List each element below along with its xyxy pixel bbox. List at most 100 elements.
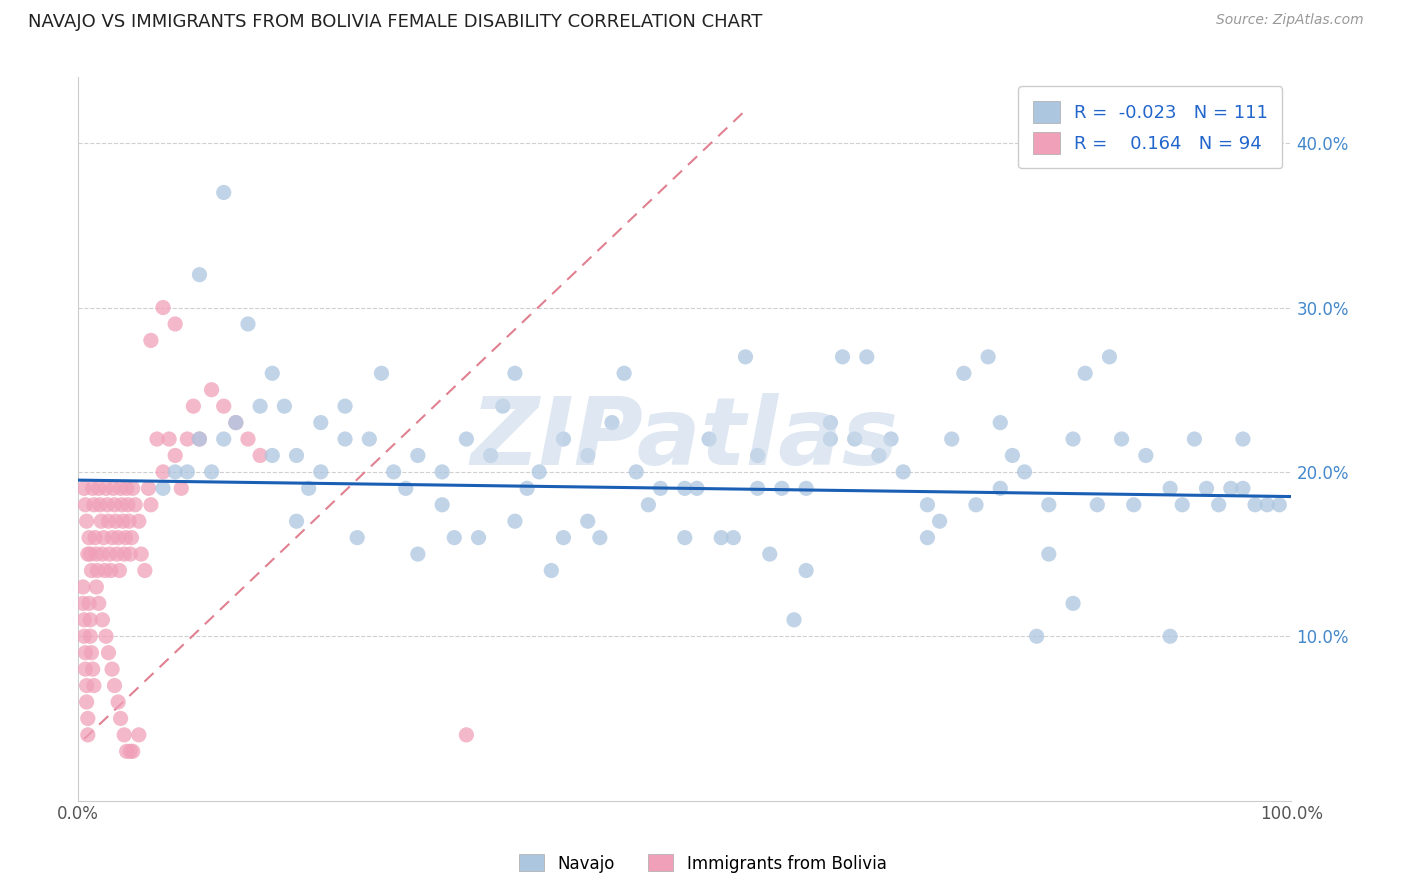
Point — [90, 514, 112, 528]
Legend: R =  -0.023   N = 111, R =    0.164   N = 94: R = -0.023 N = 111, R = 0.164 N = 94 — [1018, 87, 1282, 169]
Point — [503, 366, 526, 380]
Point — [212, 399, 235, 413]
Point — [820, 432, 842, 446]
Point — [111, 514, 134, 528]
Point — [110, 481, 132, 495]
Point — [107, 531, 129, 545]
Point — [953, 366, 976, 380]
Point — [770, 481, 793, 495]
Point — [516, 481, 538, 495]
Point — [118, 514, 141, 528]
Point — [395, 481, 418, 495]
Point — [87, 596, 110, 610]
Point — [183, 399, 205, 413]
Point — [917, 531, 939, 545]
Point — [600, 416, 623, 430]
Point — [650, 481, 672, 495]
Point — [747, 481, 769, 495]
Point — [1038, 547, 1060, 561]
Point — [83, 679, 105, 693]
Point — [188, 432, 211, 446]
Point — [103, 481, 125, 495]
Point — [225, 416, 247, 430]
Point — [76, 711, 98, 725]
Point — [1062, 432, 1084, 446]
Point — [89, 498, 111, 512]
Point — [77, 596, 100, 610]
Point — [107, 695, 129, 709]
Point — [176, 465, 198, 479]
Point — [868, 449, 890, 463]
Point — [844, 432, 866, 446]
Point — [76, 695, 98, 709]
Point — [79, 613, 101, 627]
Point — [212, 432, 235, 446]
Point — [1074, 366, 1097, 380]
Point — [86, 547, 108, 561]
Point — [346, 531, 368, 545]
Point — [1219, 481, 1241, 495]
Point — [165, 465, 187, 479]
Point — [128, 728, 150, 742]
Point — [117, 498, 139, 512]
Point — [115, 744, 138, 758]
Point — [1171, 498, 1194, 512]
Point — [120, 744, 142, 758]
Point — [152, 481, 174, 495]
Point — [456, 728, 478, 742]
Point — [128, 514, 150, 528]
Point — [1159, 481, 1181, 495]
Point — [76, 514, 98, 528]
Point — [1098, 350, 1121, 364]
Point — [1159, 629, 1181, 643]
Point — [262, 449, 284, 463]
Point — [80, 646, 103, 660]
Point — [249, 449, 271, 463]
Point — [626, 465, 648, 479]
Point — [855, 350, 877, 364]
Point — [188, 268, 211, 282]
Point — [697, 432, 720, 446]
Point — [75, 662, 97, 676]
Point — [139, 498, 162, 512]
Point — [152, 301, 174, 315]
Point — [1256, 498, 1278, 512]
Point — [1268, 498, 1291, 512]
Point — [86, 580, 108, 594]
Point — [112, 547, 135, 561]
Point — [359, 432, 381, 446]
Point — [93, 531, 115, 545]
Point — [87, 481, 110, 495]
Point — [91, 547, 114, 561]
Point — [1122, 498, 1144, 512]
Point — [121, 481, 143, 495]
Point — [673, 531, 696, 545]
Point — [79, 547, 101, 561]
Point — [76, 547, 98, 561]
Point — [75, 498, 97, 512]
Point — [820, 416, 842, 430]
Point — [1232, 432, 1254, 446]
Point — [176, 432, 198, 446]
Point — [710, 531, 733, 545]
Text: Source: ZipAtlas.com: Source: ZipAtlas.com — [1216, 13, 1364, 28]
Point — [1135, 449, 1157, 463]
Point — [492, 399, 515, 413]
Point — [146, 432, 169, 446]
Point — [285, 514, 308, 528]
Point — [965, 498, 987, 512]
Point — [406, 449, 429, 463]
Point — [76, 679, 98, 693]
Point — [200, 465, 222, 479]
Point — [479, 449, 502, 463]
Point — [170, 481, 193, 495]
Point — [121, 744, 143, 758]
Point — [988, 481, 1011, 495]
Point — [1182, 432, 1205, 446]
Point — [977, 350, 1000, 364]
Point — [114, 531, 136, 545]
Point — [467, 531, 489, 545]
Point — [236, 432, 259, 446]
Point — [111, 498, 134, 512]
Point — [76, 728, 98, 742]
